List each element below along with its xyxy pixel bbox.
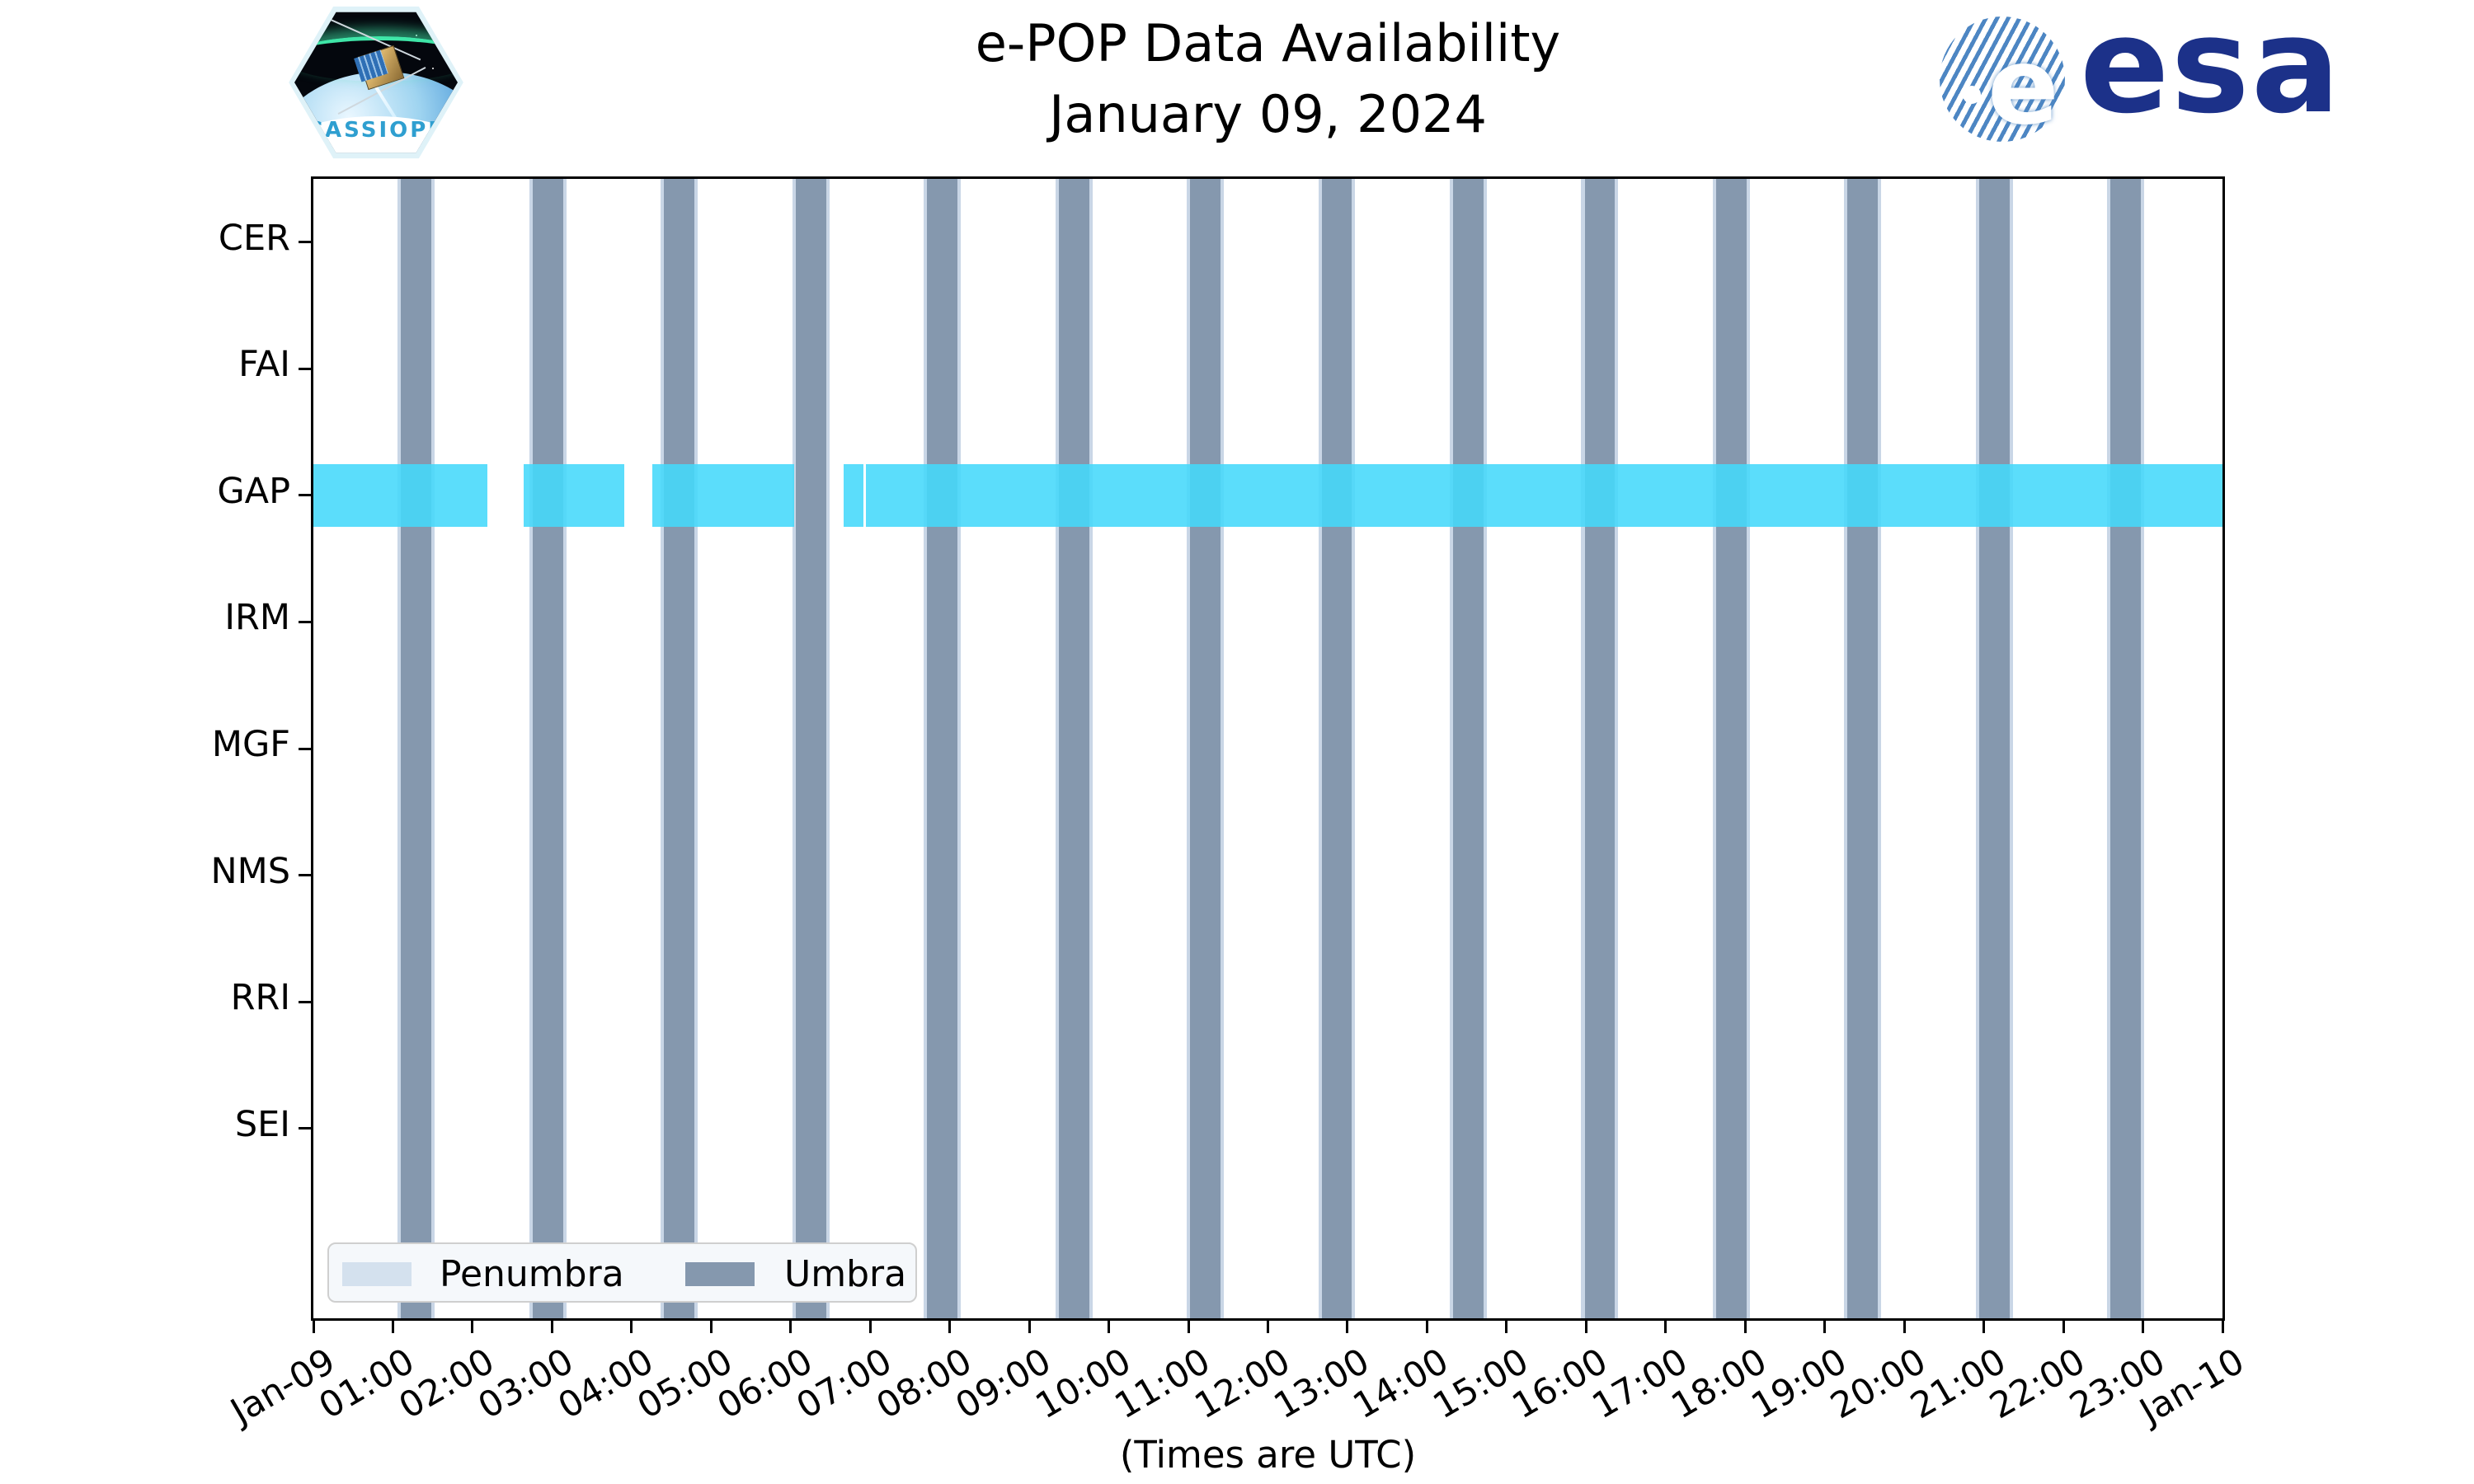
x-tick	[1664, 1321, 1667, 1333]
umbra-band	[1716, 179, 1747, 1318]
y-tick-label-gap: GAP	[217, 470, 290, 512]
x-tick	[948, 1321, 952, 1333]
esa-logo: e esa	[1940, 0, 2340, 152]
chart-subtitle-date: January 09, 2024	[1049, 84, 1487, 144]
umbra-band	[1321, 179, 1352, 1318]
x-tick	[709, 1321, 713, 1333]
y-tick-label-irm: IRM	[224, 597, 290, 639]
y-tick-label-sei: SEI	[234, 1103, 290, 1145]
y-tick	[299, 747, 311, 750]
chart-title-block: e-POP Data Availability January 09, 2024	[311, 8, 2225, 150]
y-tick	[299, 241, 311, 244]
umbra-band	[401, 179, 432, 1318]
x-tick	[1903, 1321, 1906, 1333]
y-tick	[299, 367, 311, 370]
chart-title: e-POP Data Availability	[975, 13, 1561, 73]
y-tick-label-fai: FAI	[238, 344, 290, 386]
y-tick-label-cer: CER	[218, 217, 290, 259]
x-tick	[2221, 1321, 2224, 1333]
esa-globe-dot	[1963, 86, 1981, 104]
y-tick	[299, 1000, 311, 1003]
y-tick	[299, 620, 311, 623]
x-tick	[1982, 1321, 1986, 1333]
legend: Penumbra Umbra	[327, 1242, 917, 1303]
x-tick	[1505, 1321, 1508, 1333]
umbra-band	[1978, 179, 2010, 1318]
legend-umbra-label: Umbra	[784, 1253, 907, 1295]
x-tick	[2062, 1321, 2065, 1333]
umbra-band	[1453, 179, 1484, 1318]
legend-penumbra-label: Penumbra	[440, 1253, 624, 1295]
umbra-band	[927, 179, 958, 1318]
y-tick-label-rri: RRI	[230, 977, 290, 1019]
umbra-band	[664, 179, 695, 1318]
x-tick	[630, 1321, 633, 1333]
x-tick	[550, 1321, 553, 1333]
esa-globe-icon: e	[1940, 16, 2065, 142]
umbra-band	[1058, 179, 1089, 1318]
y-tick	[299, 1127, 311, 1130]
esa-globe-letter: e	[1987, 26, 2059, 148]
y-tick	[299, 874, 311, 877]
umbra-band	[795, 179, 826, 1318]
x-tick	[789, 1321, 793, 1333]
x-tick	[1584, 1321, 1587, 1333]
umbra-band	[2110, 179, 2142, 1318]
x-tick	[1346, 1321, 1349, 1333]
x-tick	[471, 1321, 474, 1333]
y-tick-label-mgf: MGF	[211, 724, 290, 765]
x-tick	[1425, 1321, 1428, 1333]
x-tick	[1267, 1321, 1269, 1333]
availability-bar-gap	[651, 463, 794, 528]
umbra-band	[1190, 179, 1221, 1318]
x-tick	[1743, 1321, 1747, 1333]
x-tick	[1028, 1321, 1031, 1333]
x-tick	[391, 1321, 394, 1333]
availability-bar-gap	[523, 463, 625, 528]
x-tick	[1187, 1321, 1190, 1333]
umbra-band	[1584, 179, 1616, 1318]
legend-umbra-swatch	[685, 1262, 755, 1286]
availability-bar-gap	[313, 463, 488, 528]
x-tick	[868, 1321, 872, 1333]
cassiope-patch-label: CASSIOPE	[306, 118, 446, 143]
y-tick	[299, 494, 311, 497]
plot-area	[311, 176, 2225, 1321]
x-tick	[312, 1321, 315, 1333]
x-tick	[2142, 1321, 2145, 1333]
x-tick	[1108, 1321, 1111, 1333]
x-tick	[1823, 1321, 1827, 1333]
legend-penumbra-swatch	[342, 1262, 412, 1286]
esa-wordmark: esa	[2080, 0, 2342, 143]
y-tick-label-nms: NMS	[210, 850, 290, 892]
umbra-band	[1847, 179, 1879, 1318]
umbra-band	[532, 179, 563, 1318]
x-axis-caption: (Times are UTC)	[1119, 1433, 1417, 1477]
availability-bar-gap	[866, 463, 2222, 528]
availability-bar-gap	[844, 463, 863, 528]
